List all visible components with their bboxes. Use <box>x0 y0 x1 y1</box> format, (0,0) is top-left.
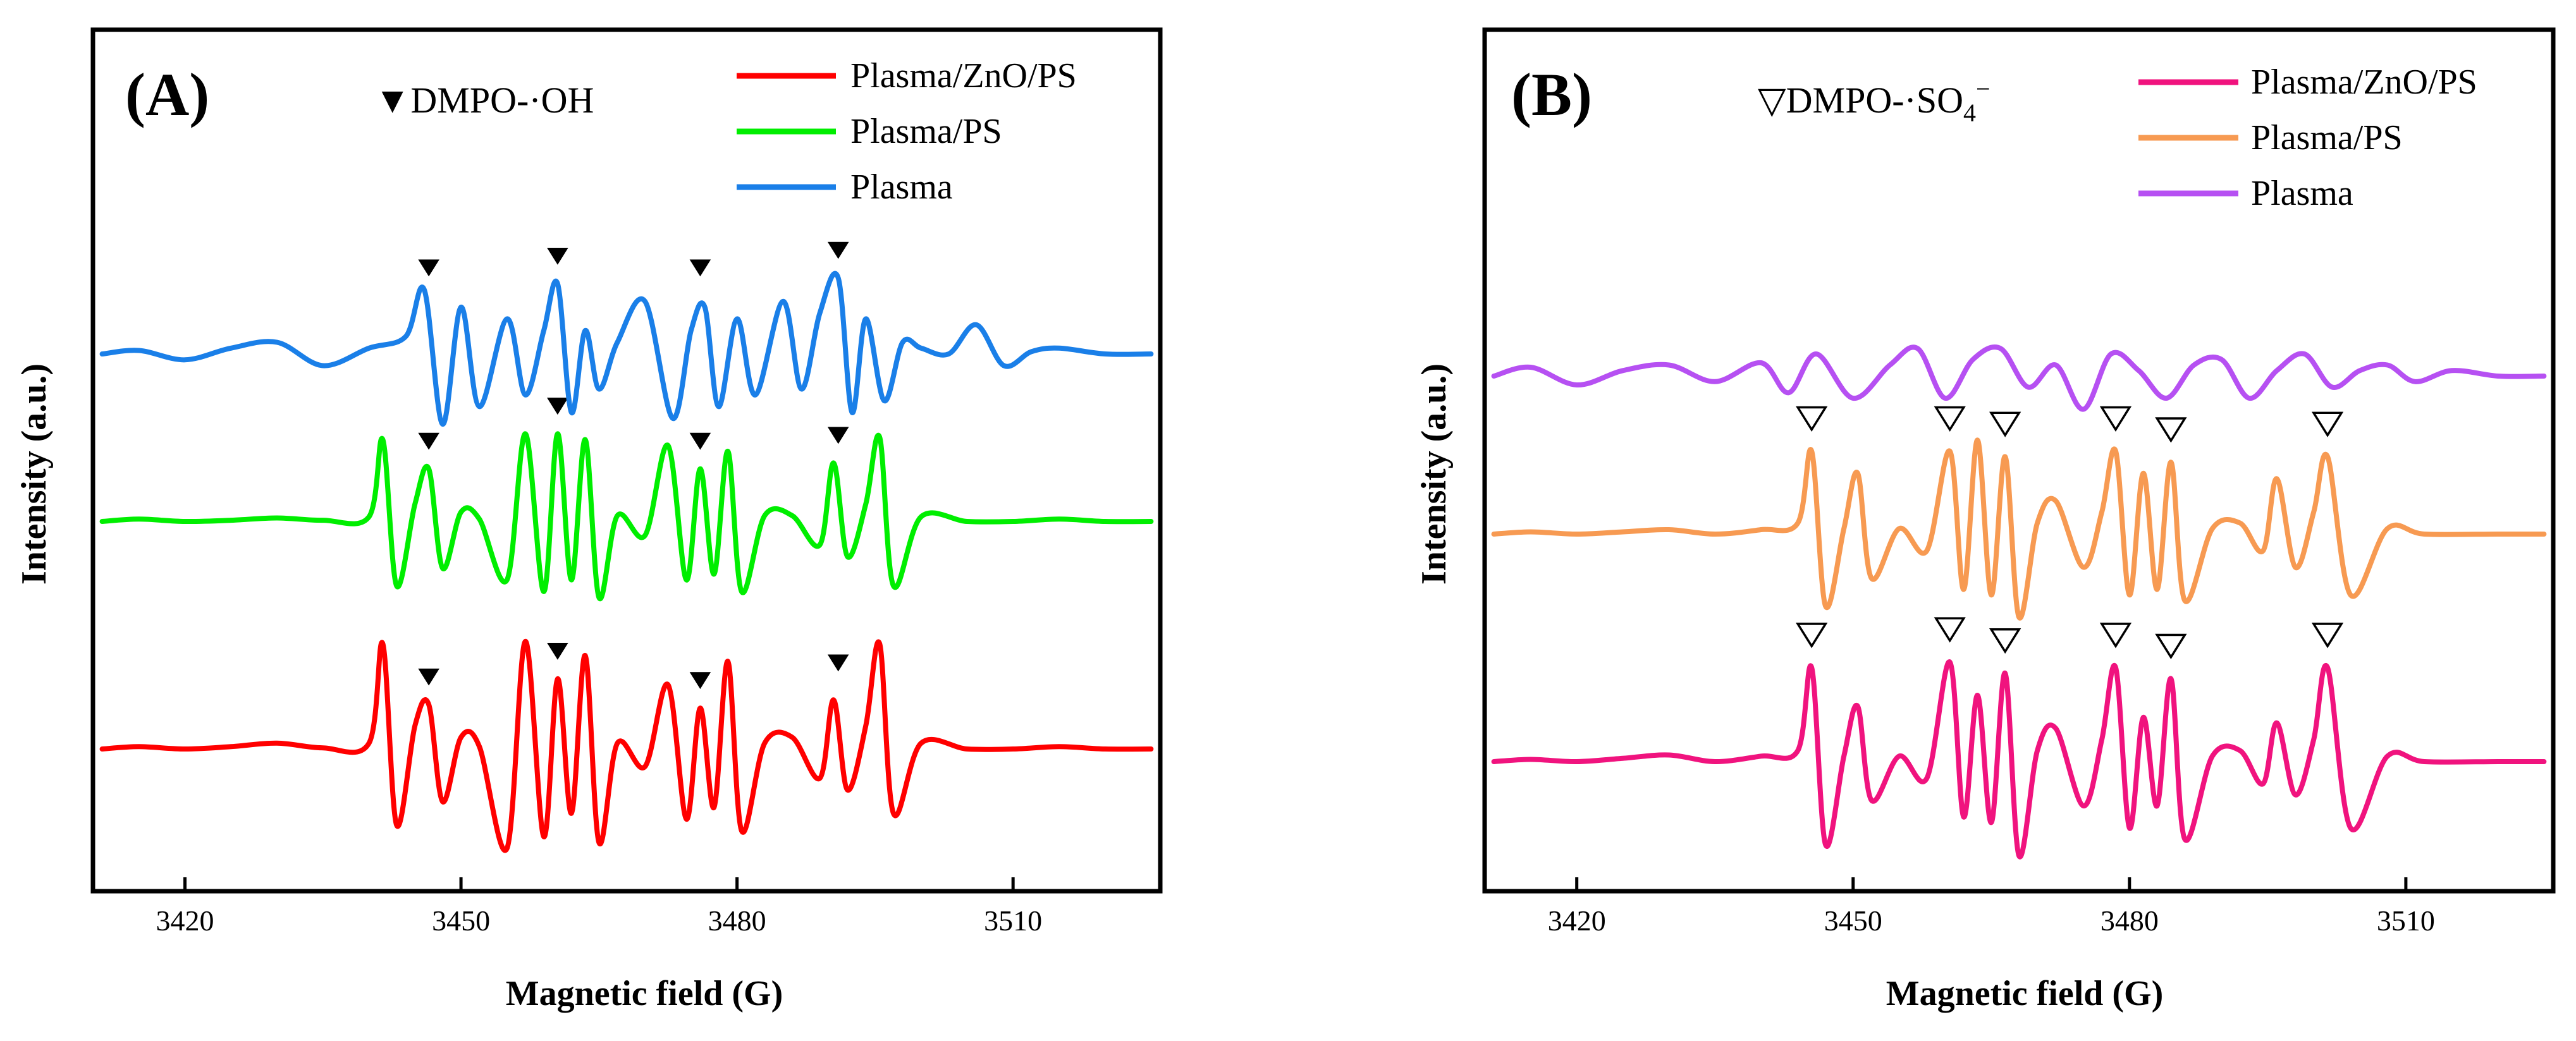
peak-marker <box>2311 411 2344 437</box>
legend-label: Plasma <box>850 167 953 207</box>
panel-label: (A) <box>125 61 209 128</box>
x-tick-label: 3510 <box>2377 904 2435 937</box>
peak-marker <box>689 432 711 450</box>
legend-label: Plasma/ZnO/PS <box>2251 63 2477 102</box>
peak-marker <box>2155 633 2187 660</box>
peak-marker <box>418 668 439 686</box>
annotation-superscript: − <box>1976 75 1990 103</box>
annotation-subscript: 4 <box>1963 99 1976 127</box>
peak-marker <box>827 241 849 259</box>
species-annotation: ▽DMPO-·SO4− <box>1758 75 1990 127</box>
panel-b: 3420 3450 3480 3510 Magnetic field (G) Intens… <box>1414 27 2556 1013</box>
annotation-marker: ▽ <box>1758 80 1786 121</box>
legend-label: Plasma/PS <box>2251 118 2403 157</box>
peak-marker <box>827 654 849 672</box>
peak-marker <box>1989 411 2021 437</box>
peak-marker <box>2155 417 2187 443</box>
legend-label: Plasma/PS <box>850 112 1002 151</box>
peak-marker <box>2099 406 2132 432</box>
species-annotation: ▼DMPO-·OH <box>374 80 594 121</box>
series-line <box>99 431 1154 602</box>
peak-marker <box>547 248 568 265</box>
peak-marker <box>1989 628 2021 654</box>
x-tick-label: 3480 <box>708 904 766 937</box>
legend-label: Plasma <box>2251 174 2353 213</box>
legend-label: Plasma/ZnO/PS <box>850 56 1077 95</box>
y-axis-label: Intensity (a.u.) <box>1414 363 1454 585</box>
x-tick-label: 3510 <box>984 904 1042 937</box>
x-tick-label: 3450 <box>432 904 490 937</box>
series-line <box>99 638 1154 853</box>
peak-marker <box>1796 406 1828 432</box>
y-axis-label: Intensity (a.u.) <box>15 363 54 585</box>
x-tick-label: 3420 <box>156 904 214 937</box>
peak-marker <box>689 259 711 277</box>
peak-marker <box>418 432 439 450</box>
x-tick-label: 3480 <box>2101 904 2159 937</box>
peak-marker <box>418 259 439 277</box>
series-line <box>1491 437 2547 621</box>
series-line <box>1491 344 2547 412</box>
annotation-label: DMPO-·SO <box>1786 80 1963 121</box>
panel-label: (B) <box>1511 61 1592 128</box>
peak-marker <box>689 672 711 690</box>
peak-marker <box>827 427 849 444</box>
peak-marker <box>1796 623 1828 648</box>
peak-marker <box>2311 623 2344 648</box>
series-line <box>99 271 1154 427</box>
series-line <box>1491 659 2547 860</box>
peak-marker <box>2099 623 2132 648</box>
x-tick-label: 3420 <box>1548 904 1606 937</box>
x-axis-label: Magnetic field (G) <box>1886 974 2164 1013</box>
annotation-label: DMPO-·OH <box>410 80 594 121</box>
peak-marker <box>1934 406 1966 432</box>
panel-a: 3420 3450 3480 3510 Magnetic field (G) Intens… <box>15 27 1163 1013</box>
annotation-marker: ▼ <box>374 80 410 121</box>
peak-marker <box>547 643 568 660</box>
peak-marker <box>1934 617 1966 643</box>
x-tick-label: 3450 <box>1824 904 1882 937</box>
plot-frame <box>90 27 1163 894</box>
x-axis-label: Magnetic field (G) <box>506 974 783 1013</box>
plot-frame <box>1482 27 2556 894</box>
peak-marker <box>547 398 568 415</box>
